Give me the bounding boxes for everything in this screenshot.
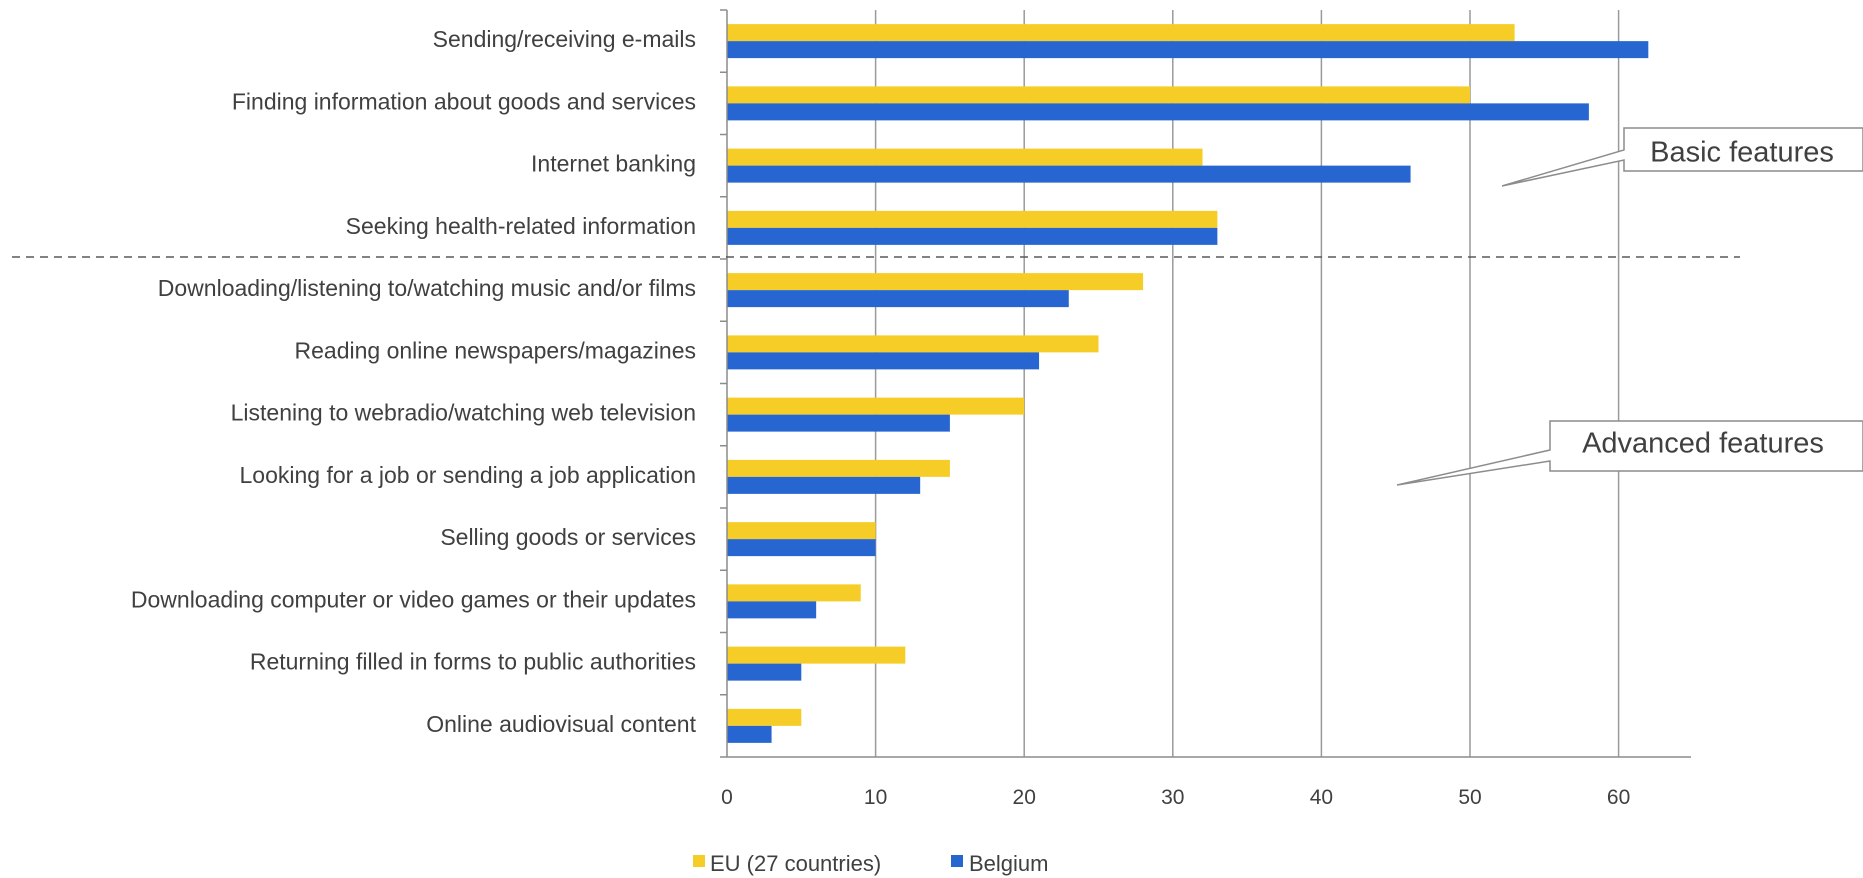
category-label-1: Finding information about goods and serv… [232, 88, 696, 114]
bar-belgium-7 [727, 476, 921, 494]
category-label-9: Downloading computer or video games or t… [131, 586, 696, 612]
category-label-6: Listening to webradio/watching web telev… [231, 400, 696, 426]
bar-eu-2 [727, 148, 1203, 166]
bar-eu-5 [727, 335, 1099, 353]
legend-label-eu: EU (27 countries) [710, 851, 881, 876]
bar-eu-8 [727, 522, 876, 540]
legend-swatch-eu [693, 855, 705, 867]
bar-eu-4 [727, 273, 1144, 291]
bar-belgium-6 [727, 414, 950, 432]
bar-eu-0 [727, 24, 1515, 42]
callout-basic-text: Basic features [1650, 137, 1834, 169]
callout-advanced-text: Advanced features [1582, 428, 1824, 460]
callout-basic-features: Basic features [1501, 127, 1863, 187]
bar-belgium-1 [727, 103, 1589, 121]
axes [720, 9, 1691, 758]
x-tick-label-4: 40 [1310, 786, 1333, 809]
x-tick-label-1: 10 [864, 786, 887, 809]
category-label-4: Downloading/listening to/watching music … [158, 275, 696, 301]
gridlines [874, 10, 1620, 757]
x-tick-label-2: 20 [1013, 786, 1036, 809]
category-labels: Sending/receiving e-mails Finding informa… [131, 26, 697, 737]
bar-belgium-9 [727, 601, 817, 619]
bar-belgium-0 [727, 41, 1649, 59]
bar-belgium-4 [727, 290, 1069, 308]
bar-eu-3 [727, 210, 1218, 228]
callout-advanced-features: Advanced features [1396, 420, 1863, 486]
x-tick-label-3: 30 [1161, 786, 1184, 809]
bar-belgium-8 [727, 539, 876, 557]
category-label-5: Reading online newspapers/magazines [295, 337, 696, 363]
x-tick-label-0: 0 [721, 786, 733, 809]
category-label-11: Online audiovisual content [426, 711, 696, 737]
category-label-3: Seeking health-related information [346, 213, 696, 239]
bar-eu-10 [727, 646, 906, 664]
bar-belgium-5 [727, 352, 1040, 370]
bar-belgium-3 [727, 227, 1218, 245]
legend-label-belgium: Belgium [969, 851, 1048, 876]
x-tick-labels: 0 10 20 30 40 50 60 [721, 786, 1630, 809]
category-label-2: Internet banking [531, 151, 696, 177]
bar-eu-7 [727, 459, 950, 477]
bar-belgium-2 [727, 165, 1411, 183]
bar-eu-11 [727, 708, 802, 726]
bar-eu-1 [727, 86, 1470, 104]
category-label-7: Looking for a job or sending a job appli… [240, 462, 697, 488]
bar-belgium-11 [727, 725, 772, 743]
category-label-8: Selling goods or services [440, 524, 696, 550]
category-label-10: Returning filled in forms to public auth… [250, 649, 696, 675]
x-tick-label-5: 50 [1458, 786, 1481, 809]
bar-eu-9 [727, 584, 861, 602]
bar-belgium-10 [727, 663, 802, 681]
category-label-0: Sending/receiving e-mails [433, 26, 696, 52]
legend-swatch-belgium [951, 855, 963, 867]
x-tick-label-6: 60 [1607, 786, 1630, 809]
bars [727, 24, 1649, 743]
bar-eu-6 [727, 397, 1025, 415]
legend: EU (27 countries) Belgium [693, 851, 1048, 876]
